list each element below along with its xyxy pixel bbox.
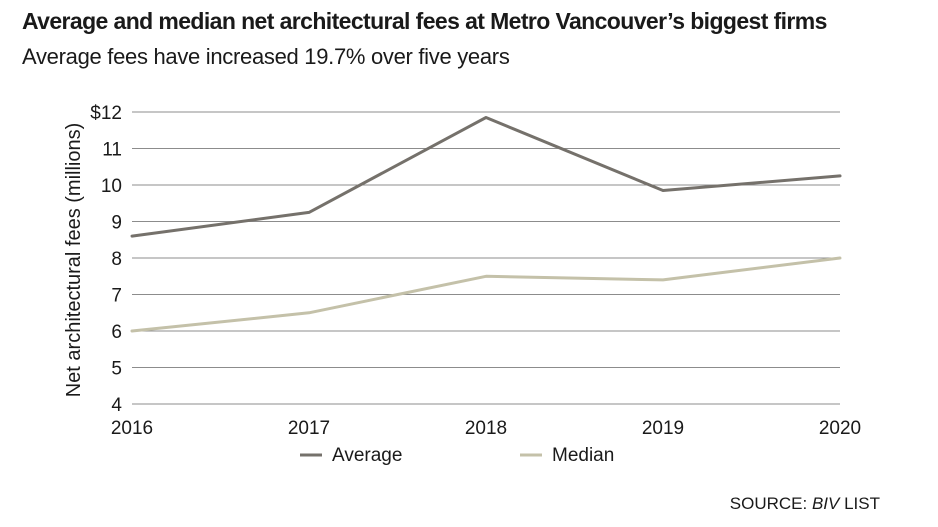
- x-tick-labels: 2016 2017 2018 2019 2020: [111, 418, 861, 439]
- series-lines: [130, 116, 842, 333]
- legend: Average Median: [300, 445, 614, 466]
- y-tick-label: 8: [111, 249, 122, 270]
- x-tick-label: 2018: [465, 418, 507, 439]
- y-tick-labels: 4 5 6 7 8 9 10 11 $12: [90, 103, 122, 416]
- source-name: BIV: [811, 494, 840, 513]
- source-suffix: LIST: [839, 494, 880, 513]
- x-tick-label: 2016: [111, 418, 153, 439]
- y-tick-label: 11: [102, 140, 122, 161]
- series-line-average: [130, 116, 842, 238]
- y-tick-label: $12: [90, 103, 122, 124]
- x-tick-label: 2019: [642, 418, 684, 439]
- y-axis-label: Net architectural fees (millions): [63, 123, 85, 398]
- y-tick-label: 6: [111, 322, 122, 343]
- legend-label-median: Median: [552, 445, 614, 466]
- series-line-median: [130, 256, 842, 333]
- grid-lines: [132, 111, 840, 405]
- y-tick-label: 7: [111, 286, 122, 307]
- y-tick-label: 10: [101, 176, 122, 197]
- chart-subtitle: Average fees have increased 19.7% over f…: [22, 44, 510, 69]
- source-prefix: SOURCE:: [729, 494, 812, 513]
- y-tick-label: 5: [111, 359, 122, 380]
- y-tick-label: 4: [111, 395, 122, 416]
- legend-label-average: Average: [332, 445, 402, 466]
- y-tick-label: 9: [111, 213, 122, 234]
- x-tick-label: 2017: [288, 418, 330, 439]
- source-note: SOURCE: BIV LIST: [730, 494, 880, 514]
- x-tick-label: 2020: [819, 418, 861, 439]
- chart-title: Average and median net architectural fee…: [22, 8, 827, 34]
